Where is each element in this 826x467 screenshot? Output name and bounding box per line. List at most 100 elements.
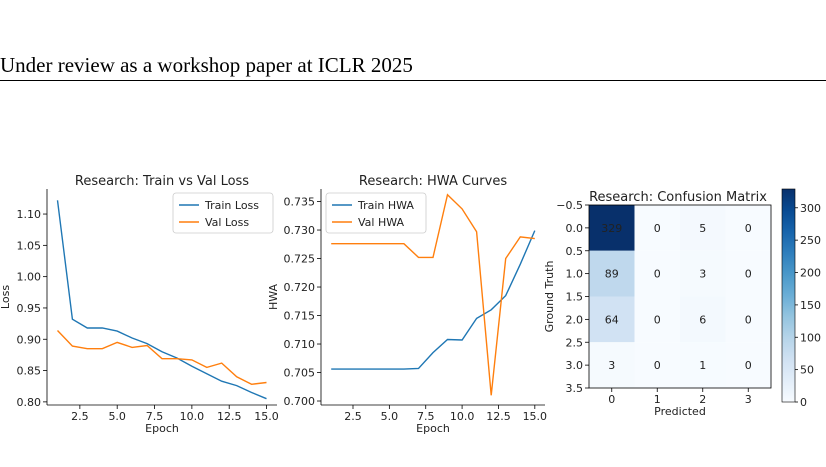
heatmap-cell: [725, 205, 771, 251]
cell-value: 0: [745, 222, 752, 235]
series-line-2: [331, 193, 535, 396]
heatmap-cell: [589, 205, 635, 251]
chart-title: Research: HWA Curves: [359, 174, 507, 189]
x-tick-label: 2.5: [71, 410, 89, 423]
x-tick-label: 5.0: [108, 410, 126, 423]
heatmap-cell: [634, 250, 680, 297]
heatmap-cell: [589, 296, 635, 343]
colorbar-tick-label: 150: [800, 299, 821, 312]
cell-value: 64: [605, 313, 619, 326]
heatmap-cell: [680, 296, 726, 343]
y-tick-label: 0.705: [284, 367, 316, 380]
x-tick-label: 2: [699, 393, 706, 406]
y-tick-label: 0.0: [566, 222, 584, 235]
y-tick-label: 1.10: [17, 208, 42, 221]
heatmap-cell: [589, 250, 635, 297]
cell-value: 5: [699, 222, 706, 235]
legend-box: [325, 192, 427, 234]
x-tick-label: 10.0: [450, 410, 475, 423]
y-axis-label: Ground Truth: [543, 261, 556, 333]
heatmap-cell: [680, 342, 726, 388]
series-line-1: [331, 230, 536, 370]
line-chart-2: Research: HWA Curves 2.5 5.0 7.5 10.0 12.5 15.…: [267, 174, 547, 435]
legend-label: Val HWA: [358, 216, 405, 229]
y-tick-label: 0.725: [284, 253, 316, 266]
chart-title: Research: Train vs Val Loss: [75, 174, 249, 189]
x-tick-label: 1: [654, 393, 661, 406]
heatmap-cell: [634, 296, 680, 343]
x-tick-label: 15.0: [523, 410, 548, 423]
series-line-1: [56, 200, 267, 400]
legend-label: Train HWA: [357, 199, 414, 212]
line-chart-1: Research: Train vs Val Loss 2.5 5.0 7.5 10.0…: [0, 174, 279, 435]
colorbar-tick-label: 250: [800, 234, 821, 247]
y-tick-label: 0.85: [17, 365, 42, 378]
y-tick-label: 1.0: [566, 268, 584, 281]
heatmap-cell: [680, 205, 726, 251]
y-tick-label: 3.0: [566, 359, 584, 372]
colorbar-tick-label: 0: [800, 396, 807, 409]
y-tick-label: 2.0: [566, 313, 584, 326]
y-tick-label: 1.00: [17, 271, 42, 284]
x-tick-label: 2.5: [344, 410, 362, 423]
y-axis-label: Loss: [0, 285, 12, 309]
y-tick-label: 0.720: [284, 281, 316, 294]
heatmap-cell: [634, 342, 680, 388]
x-axis-label: Epoch: [416, 422, 450, 435]
y-tick-label: 0.715: [284, 310, 316, 323]
x-tick-label: 0: [608, 393, 615, 406]
x-axis-label: Epoch: [145, 422, 179, 435]
cell-value: 0: [654, 222, 661, 235]
header-rule: [0, 80, 826, 81]
cell-value: 0: [745, 313, 752, 326]
legend-label: Val Loss: [205, 216, 249, 229]
cell-value: 6: [699, 313, 706, 326]
legend-label: Train Loss: [204, 199, 259, 212]
x-axis-label: Predicted: [654, 405, 706, 418]
cell-value: 0: [745, 359, 752, 372]
colorbar: [781, 188, 796, 403]
y-tick-label: 0.730: [284, 224, 316, 237]
legend-box: [172, 192, 274, 234]
x-tick-label: 3: [745, 393, 752, 406]
header-text: Under review as a workshop paper at ICLR…: [0, 53, 413, 77]
y-tick-label: 0.700: [284, 395, 316, 408]
y-tick-label: 0.80: [17, 396, 42, 409]
chart-title: Research: Confusion Matrix: [589, 190, 767, 205]
heatmap-cell: [634, 205, 680, 251]
y-axis-label: HWA: [267, 283, 280, 310]
y-tick-label: 0.95: [17, 302, 42, 315]
series-line-2: [56, 330, 267, 386]
y-tick-label: 3.5: [566, 382, 584, 395]
x-tick-label: 15.0: [254, 410, 279, 423]
y-tick-label: 0.90: [17, 333, 42, 346]
colorbar-tick-label: 50: [800, 364, 814, 377]
cell-value: 0: [745, 268, 752, 281]
x-tick-label: 7.5: [417, 410, 435, 423]
colorbar-tick-label: 200: [800, 267, 821, 280]
cell-value: 1: [699, 359, 706, 372]
cell-value: 3: [608, 359, 615, 372]
x-tick-label: 12.5: [217, 410, 242, 423]
y-tick-label: −0.5: [556, 199, 583, 212]
heatmap-cell: [589, 342, 635, 388]
y-tick-label: 2.5: [566, 336, 584, 349]
colorbar-tick-label: 300: [800, 202, 821, 215]
x-tick-label: 10.0: [180, 410, 205, 423]
heatmap-cell: [725, 296, 771, 343]
cell-value: 3: [699, 268, 706, 281]
cell-value: 89: [605, 268, 619, 281]
cell-value: 329: [601, 222, 622, 235]
y-tick-label: 1.5: [566, 291, 584, 304]
cell-value: 0: [654, 268, 661, 281]
y-tick-label: 0.5: [566, 245, 584, 258]
heatmap-cell: [725, 342, 771, 388]
y-tick-label: 0.710: [284, 338, 316, 351]
x-tick-label: 5.0: [381, 410, 399, 423]
x-tick-label: 7.5: [146, 410, 164, 423]
x-tick-label: 12.5: [486, 410, 511, 423]
cell-value: 0: [654, 359, 661, 372]
colorbar-tick-label: 100: [800, 331, 821, 344]
